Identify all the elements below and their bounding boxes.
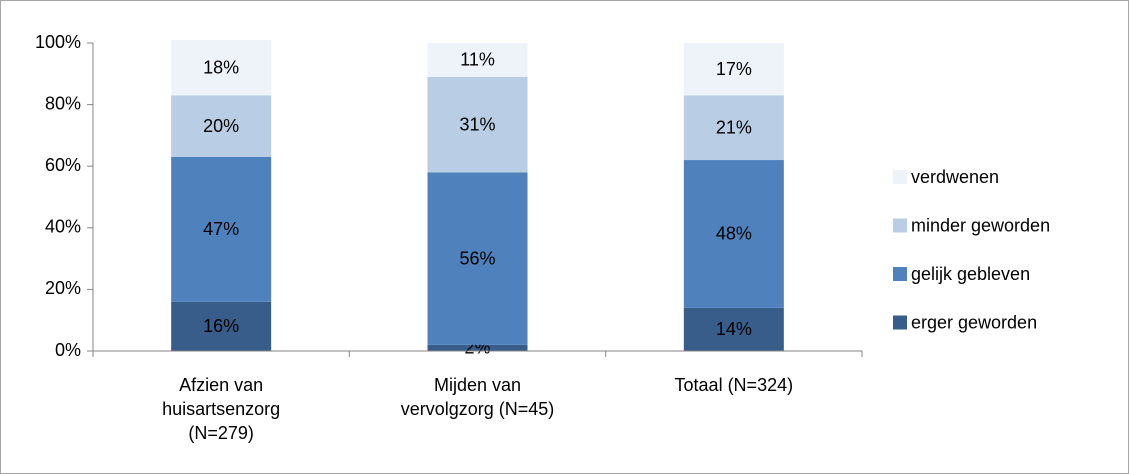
bar-segment	[171, 301, 272, 351]
data-label: 47%	[203, 219, 239, 239]
y-tick-label: 100%	[35, 32, 81, 52]
data-label: 17%	[716, 59, 752, 79]
data-label: 48%	[716, 224, 752, 244]
legend-label: erger geworden	[911, 312, 1037, 332]
y-tick-label: 20%	[45, 278, 81, 298]
y-tick-label: 0%	[55, 340, 81, 360]
x-tick-label: Afzien van huisartsenzorg (N=279)	[162, 375, 281, 443]
bar-segment	[427, 43, 528, 77]
data-label: 20%	[203, 116, 239, 136]
legend-label: gelijk gebleven	[911, 264, 1030, 284]
data-label: 21%	[716, 117, 752, 137]
data-label: 14%	[716, 319, 752, 339]
bar-segment	[171, 156, 272, 302]
bar-segment	[427, 344, 528, 351]
y-tick-label: 60%	[45, 155, 81, 175]
x-tick-label: Mijden van vervolgzorg (N=45)	[400, 375, 555, 419]
data-label: 56%	[459, 248, 495, 268]
bar-segment	[683, 95, 784, 161]
x-tick-label: Totaal (N=324)	[674, 375, 794, 395]
data-label: 16%	[203, 316, 239, 336]
legend-swatch	[893, 218, 907, 233]
bar-segment	[427, 76, 528, 173]
bar-segment	[171, 39, 272, 96]
legend-swatch	[893, 267, 907, 281]
legend-swatch	[893, 315, 907, 330]
y-tick-label: 40%	[45, 217, 81, 237]
y-tick-label: 80%	[45, 93, 81, 113]
legend-label: minder geworden	[911, 215, 1050, 235]
bar-segment	[171, 95, 272, 157]
bar-segment	[427, 172, 528, 345]
bar-segment	[683, 43, 784, 96]
data-label: 18%	[203, 57, 239, 77]
data-label: 11%	[460, 50, 495, 70]
bar-segment	[683, 307, 784, 351]
legend-label: verdwenen	[911, 167, 999, 187]
bar-segment	[683, 160, 784, 308]
data-label: 31%	[459, 114, 495, 134]
legend-swatch	[893, 170, 907, 184]
